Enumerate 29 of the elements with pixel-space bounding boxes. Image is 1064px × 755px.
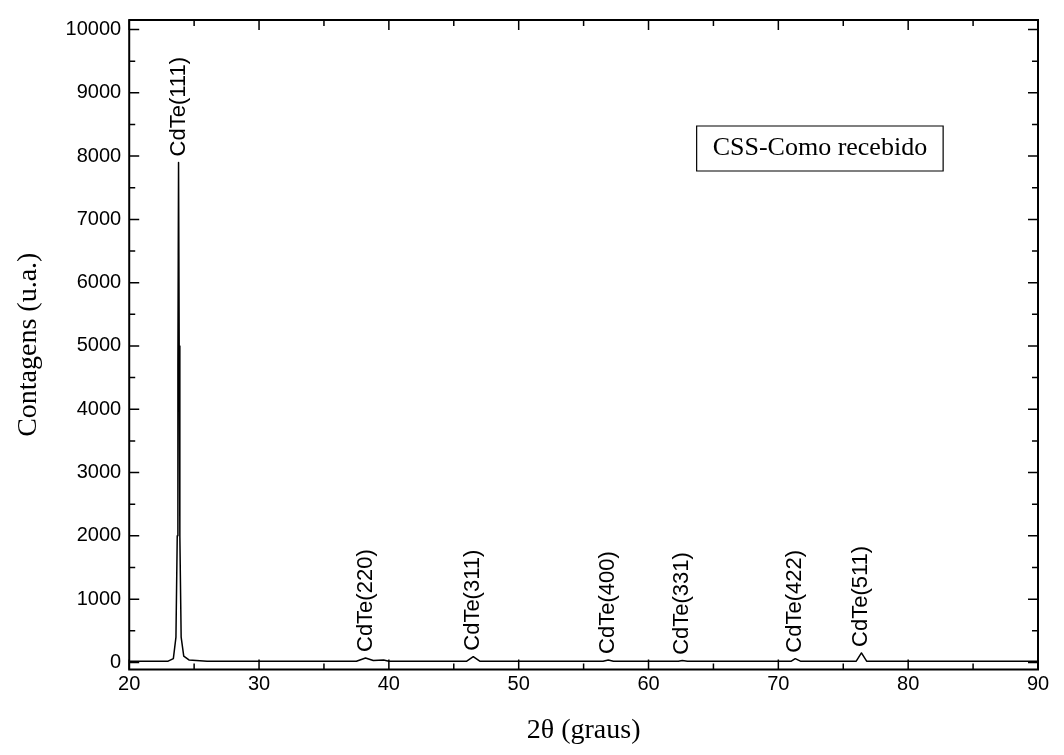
y-tick-label: 1000 — [76, 586, 122, 609]
annotation: CdTe(311) — [459, 549, 485, 651]
y-tick-label: 8000 — [76, 143, 122, 166]
y-tick-label: 4000 — [76, 396, 122, 419]
annotation: CdTe(111) — [164, 56, 190, 157]
annotation: CdTe(400) — [594, 551, 620, 654]
y-tick-label: 0 — [110, 649, 122, 672]
y-tick-label: 2000 — [76, 523, 122, 546]
y-tick-label: 6000 — [76, 270, 122, 293]
annotation: CdTe(220) — [351, 549, 377, 653]
x-tick-label: 90 — [1026, 671, 1050, 694]
x-tick-label: 40 — [377, 671, 400, 694]
annotation: CdTe(511) — [847, 545, 873, 647]
x-tick-label: 50 — [507, 671, 530, 694]
y-tick-label: 3000 — [76, 460, 122, 483]
y-axis-title: Contagens (u.a.) — [11, 252, 43, 437]
annotation: CSS-Como recebido — [712, 131, 928, 161]
y-tick-label: 9000 — [76, 80, 122, 103]
x-tick-label: 70 — [767, 671, 790, 694]
x-tick-label: 80 — [897, 671, 920, 694]
y-tick-label: 5000 — [76, 333, 122, 356]
x-axis-title: 2θ (graus) — [526, 712, 641, 744]
annotation: CdTe(422) — [781, 549, 807, 653]
x-tick-label: 30 — [247, 671, 271, 694]
annotation: CdTe(331) — [668, 552, 694, 655]
x-tick-label: 20 — [118, 671, 141, 694]
y-tick-label: 7000 — [76, 206, 122, 229]
y-tick-label: 10000 — [65, 17, 122, 40]
x-tick-label: 60 — [637, 671, 660, 694]
